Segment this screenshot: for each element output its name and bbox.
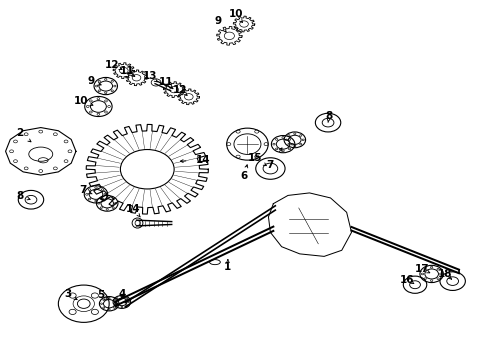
Text: 7: 7 [267,160,274,170]
Text: 2: 2 [17,129,24,138]
Text: 6: 6 [241,171,247,181]
Text: 14: 14 [196,155,211,165]
Text: 15: 15 [247,153,262,163]
Text: 9: 9 [88,76,95,86]
Text: 9: 9 [215,17,221,27]
Text: 18: 18 [438,269,453,279]
Text: 12: 12 [173,85,188,95]
Text: 11: 11 [159,77,173,87]
Text: 12: 12 [105,59,120,69]
Text: 14: 14 [126,204,141,215]
Text: 10: 10 [229,9,244,19]
Text: 17: 17 [415,264,429,274]
Text: 13: 13 [143,71,157,81]
Text: 7: 7 [79,185,86,195]
Text: 8: 8 [17,191,24,201]
Text: 3: 3 [65,289,72,299]
Text: 5: 5 [97,290,104,300]
Text: 8: 8 [325,111,333,121]
Text: 4: 4 [118,289,125,299]
Text: 16: 16 [400,275,415,285]
Text: 10: 10 [74,96,89,106]
Text: 11: 11 [120,66,134,76]
Text: 1: 1 [224,262,231,272]
